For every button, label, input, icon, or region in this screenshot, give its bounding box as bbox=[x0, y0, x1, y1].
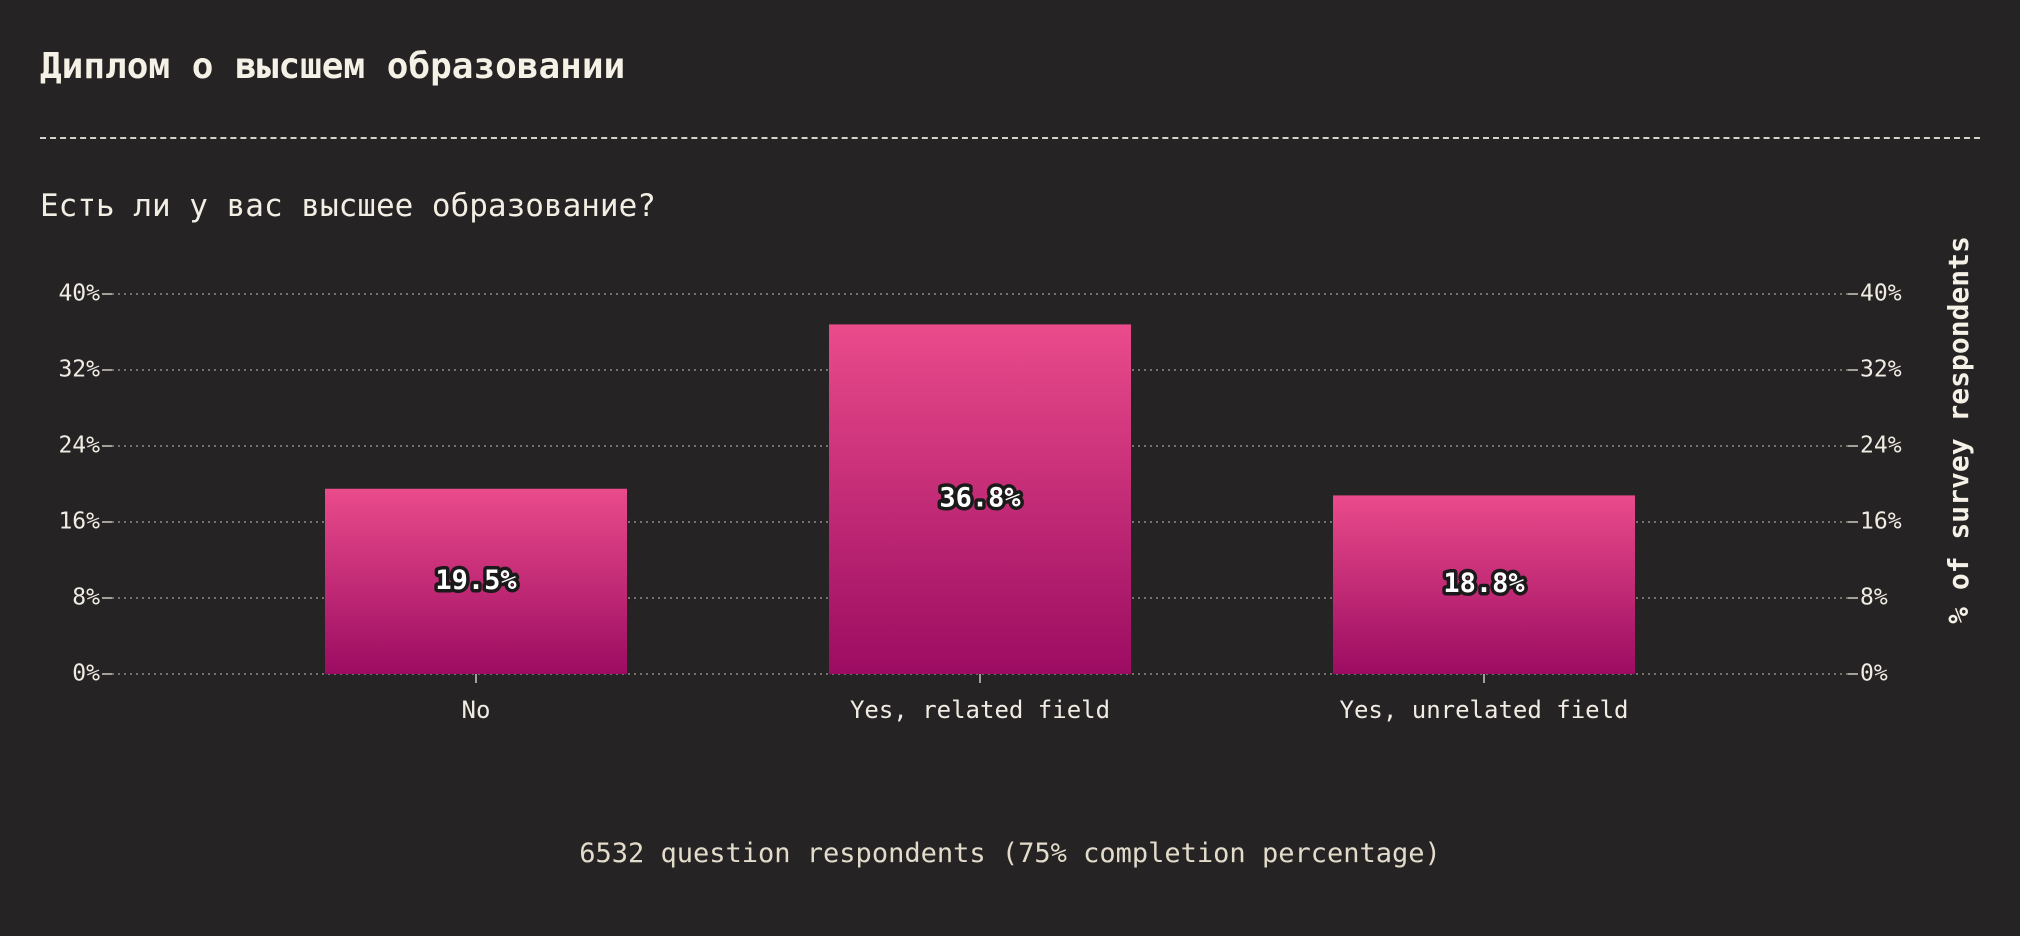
y-tick-label-right: 40% bbox=[1860, 281, 1902, 307]
labels: 19.5% No 36.8% Yes, related field 18.8% Yes, … bbox=[432, 479, 1629, 724]
y-tick-label-left: 8% bbox=[72, 585, 100, 611]
y-tick-label-left: 40% bbox=[58, 281, 100, 307]
x-category-label: Yes, unrelated field bbox=[1340, 696, 1629, 724]
y-tick-label-right: 24% bbox=[1860, 433, 1902, 459]
page-title: Диплом о высшем образовании bbox=[40, 46, 626, 87]
bar bbox=[829, 324, 1131, 674]
bars bbox=[325, 324, 1635, 674]
y-tick-label-left: 16% bbox=[58, 509, 100, 535]
y-tick-label-left: 32% bbox=[58, 357, 100, 383]
bar bbox=[1333, 495, 1635, 674]
title-divider bbox=[40, 137, 1980, 139]
bar-value-label: 36.8% bbox=[939, 483, 1021, 514]
x-category-label: No bbox=[462, 696, 491, 724]
y-axis-ticks: 0% 0% 8% 8% 16% 16% 24% 24% 32% 32% 40% 40% bbox=[58, 281, 1901, 687]
y-tick-label-right: 0% bbox=[1860, 661, 1888, 687]
bar-value-label: 19.5% bbox=[435, 565, 517, 596]
respondents-footnote: 6532 question respondents (75% completio… bbox=[579, 838, 1441, 869]
chart-question: Есть ли у вас высшее образование? bbox=[40, 188, 656, 224]
y-tick-label-right: 16% bbox=[1860, 509, 1902, 535]
x-category-label: Yes, related field bbox=[850, 696, 1110, 724]
bar-value-label: 18.8% bbox=[1443, 568, 1525, 599]
bar-chart: 0% 0% 8% 8% 16% 16% 24% 24% 32% 32% 40% 40% 19.5% No… bbox=[58, 236, 1975, 724]
bar bbox=[325, 488, 627, 674]
y-tick-label-left: 24% bbox=[58, 433, 100, 459]
y-axis-title: % of survey respondents bbox=[1942, 236, 1975, 624]
y-tick-label-right: 8% bbox=[1860, 585, 1888, 611]
y-tick-label-left: 0% bbox=[72, 661, 100, 687]
y-tick-label-right: 32% bbox=[1860, 357, 1902, 383]
